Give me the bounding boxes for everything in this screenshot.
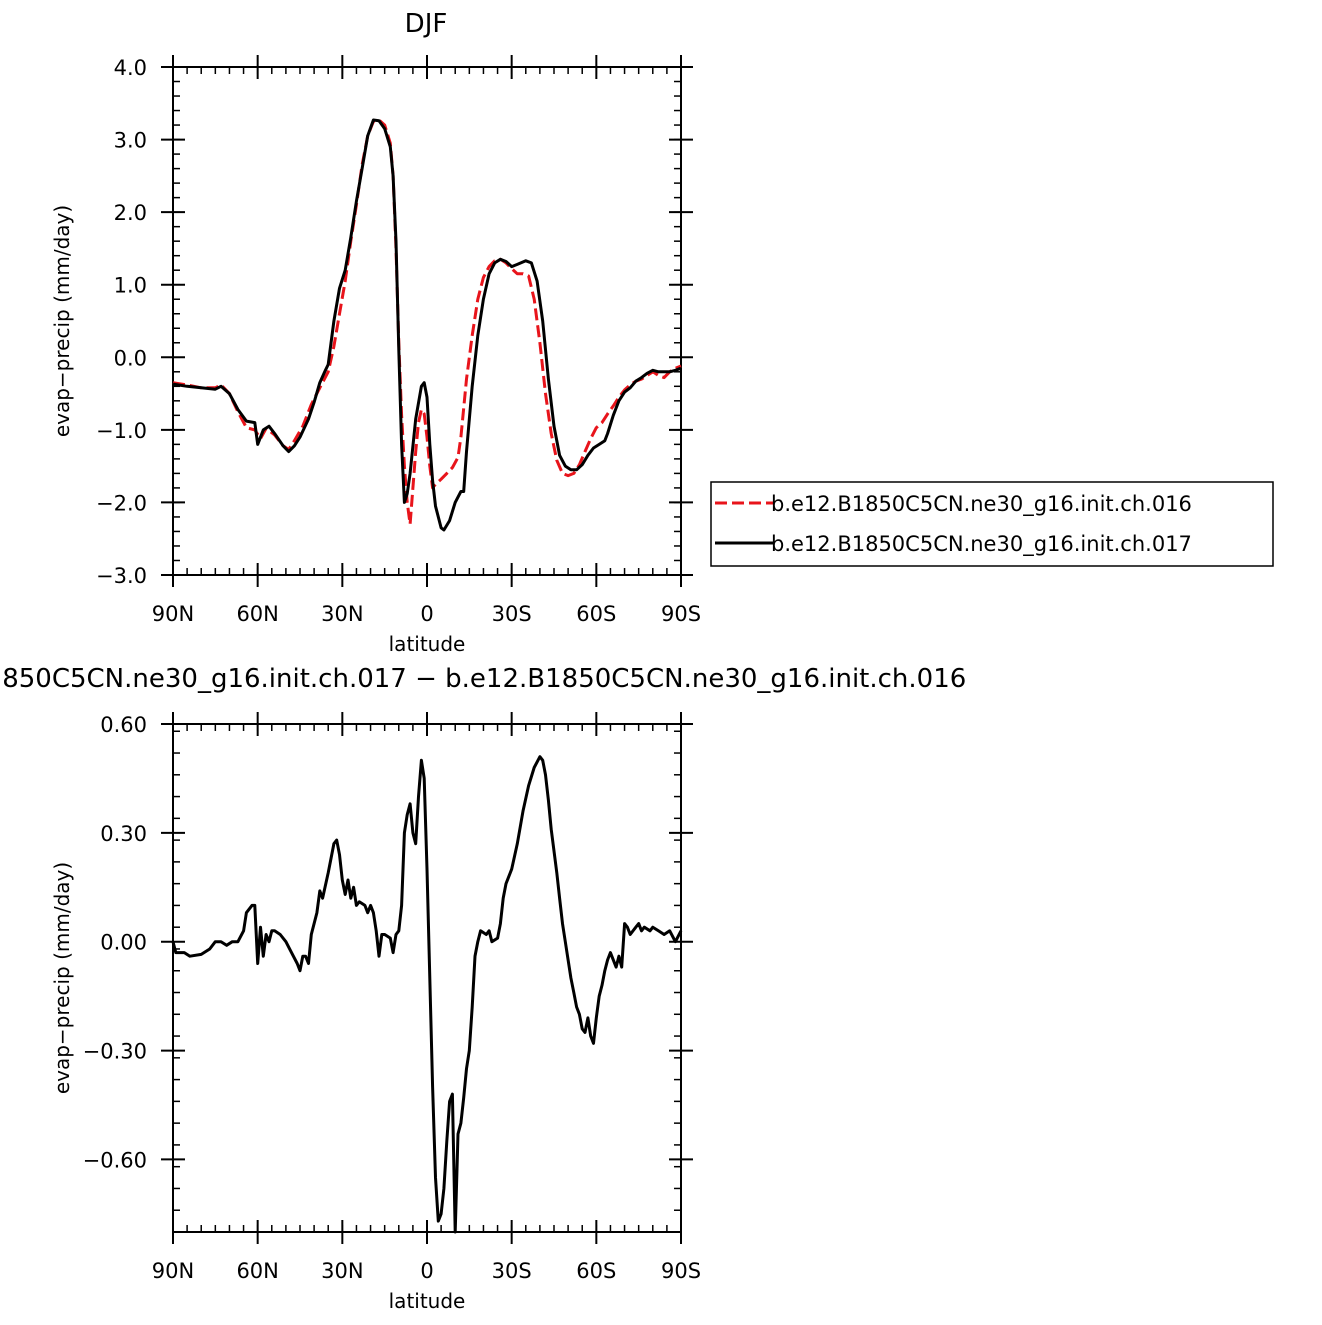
y-tick-label: 2.0: [114, 201, 147, 225]
legend: b.e12.B1850C5CN.ne30_g16.init.ch.016 b.e1…: [710, 481, 1274, 567]
y-axis-label: evap−precip (mm/day): [50, 205, 74, 437]
x-tick-label: 60S: [576, 1259, 616, 1283]
y-axis-label: evap−precip (mm/day): [50, 862, 74, 1094]
x-tick-label: 30N: [321, 1259, 363, 1283]
y-tick-label: −0.60: [83, 1148, 147, 1172]
y-tick-label: −3.0: [96, 564, 147, 588]
y-tick-label: 0.00: [100, 931, 147, 955]
x-tick-label: 90S: [661, 1259, 701, 1283]
x-tick-label: 60N: [236, 1259, 278, 1283]
x-axis-label: latitude: [389, 1289, 466, 1313]
y-tick-label: 0.30: [100, 822, 147, 846]
y-tick-label: −1.0: [96, 419, 147, 443]
y-tick-label: 1.0: [114, 274, 147, 298]
x-tick-label: 90S: [661, 602, 701, 626]
y-tick-label: 0.0: [114, 346, 147, 370]
y-tick-label: −0.30: [83, 1040, 147, 1064]
x-tick-label: 0: [420, 602, 433, 626]
x-tick-label: 90N: [152, 1259, 194, 1283]
y-tick-label: 3.0: [114, 129, 147, 153]
x-tick-label: 0: [420, 1259, 433, 1283]
panel-bottom: b.e12.B1850C5CN.ne30_g16.init.ch.017 − b…: [0, 664, 966, 1313]
y-tick-label: 4.0: [114, 56, 147, 80]
series-line-2: [172, 118, 682, 532]
x-tick-label: 90N: [152, 602, 194, 626]
x-tick-label: 60S: [576, 602, 616, 626]
plot-frame: [172, 66, 682, 576]
x-tick-label: 30S: [492, 602, 532, 626]
chart-title: b.e12.B1850C5CN.ne30_g16.init.ch.017 − b…: [0, 664, 966, 694]
x-tick-label: 30N: [321, 602, 363, 626]
chart-title: DJF: [405, 9, 448, 39]
y-tick-label: −2.0: [96, 491, 147, 515]
legend-box: [710, 481, 1274, 567]
legend-entry-1: b.e12.B1850C5CN.ne30_g16.init.ch.016: [771, 492, 1192, 517]
y-tick-label: 0.60: [100, 713, 147, 737]
x-tick-label: 30S: [492, 1259, 532, 1283]
legend-entry-2: b.e12.B1850C5CN.ne30_g16.init.ch.017: [771, 532, 1192, 557]
series-line-1: [172, 118, 682, 526]
series-line-1: [171, 755, 683, 1234]
x-axis-label: latitude: [389, 632, 466, 656]
x-tick-label: 60N: [236, 602, 278, 626]
panel-top: DJF 90N 60N 30N 0 30S 60S 90S −3.0 −2.0 −1.0 0.0 1.0…: [50, 9, 1274, 656]
